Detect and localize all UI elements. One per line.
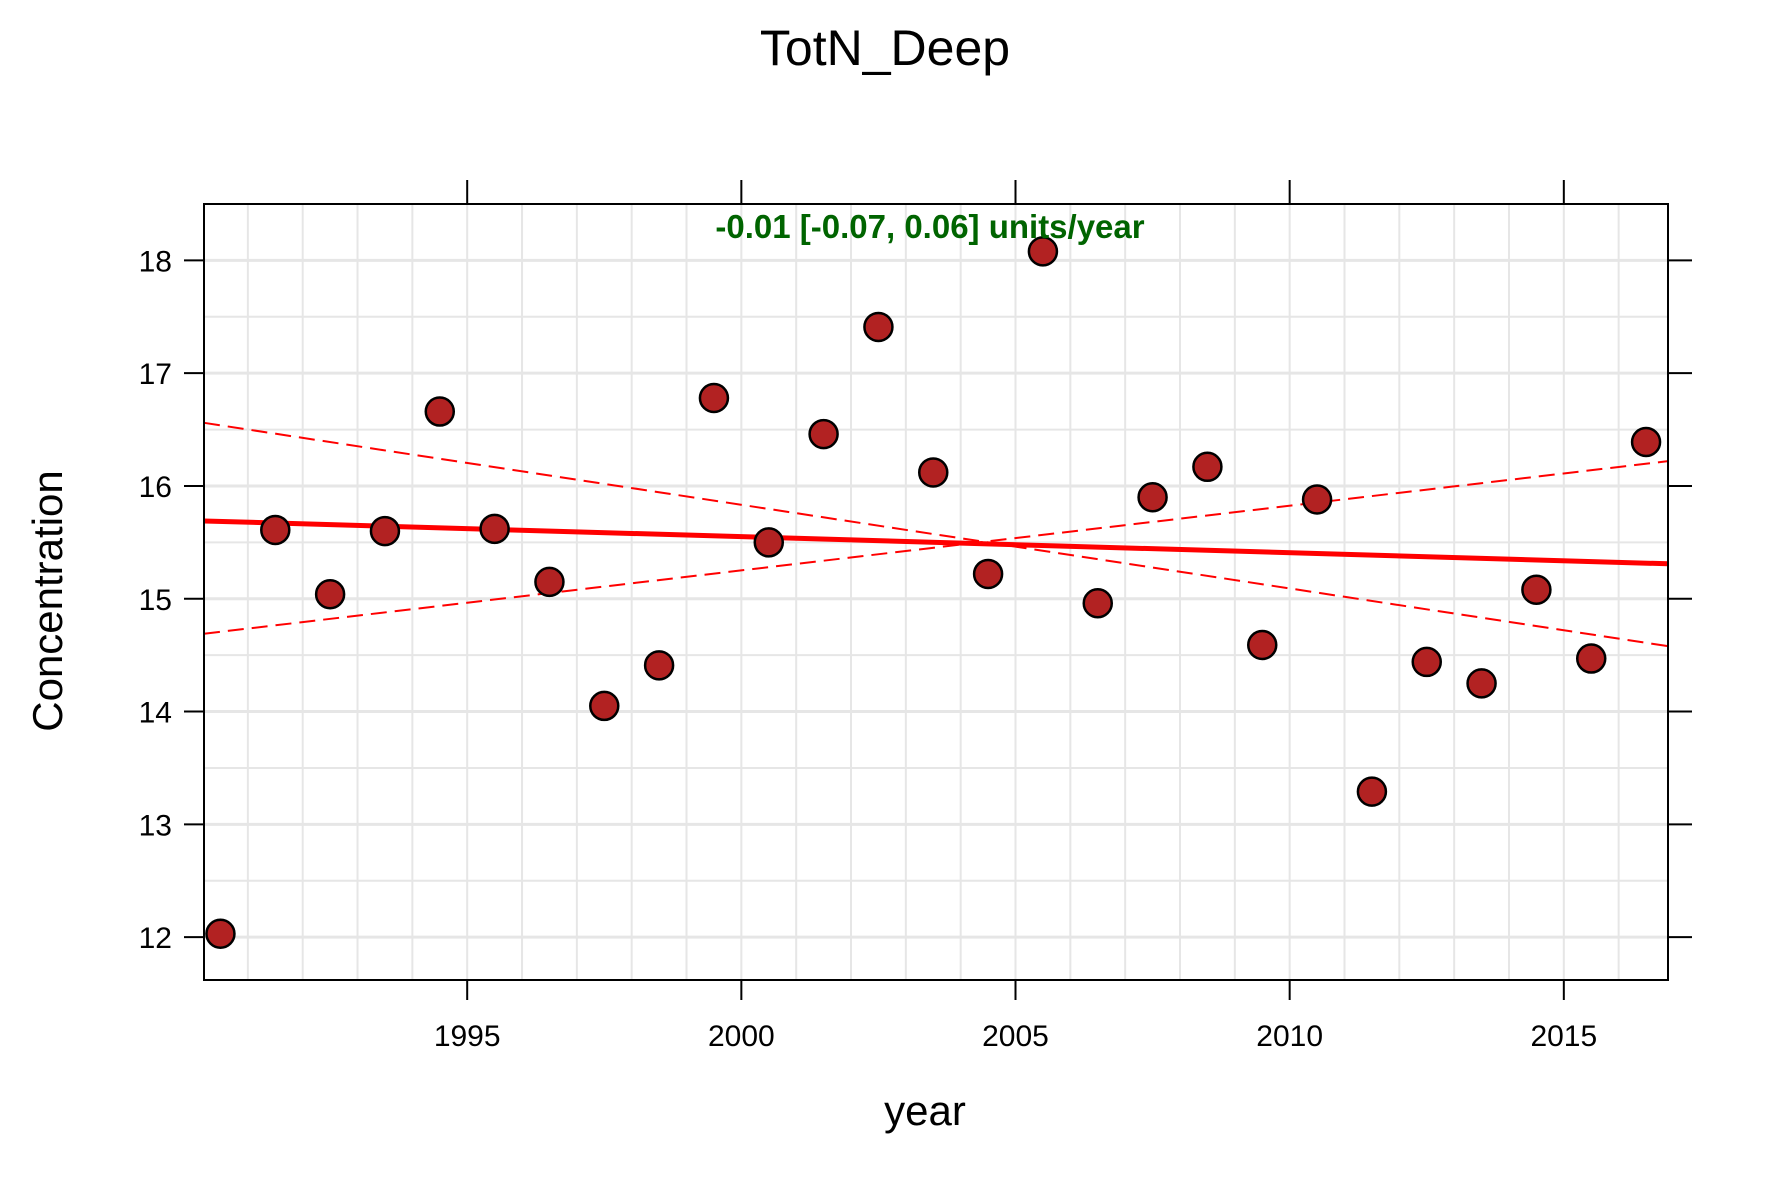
data-point	[753, 527, 785, 558]
data-point	[1630, 426, 1662, 458]
data-point	[424, 396, 456, 427]
grid	[204, 203, 1668, 980]
data-point	[369, 515, 401, 547]
y-tick-label: 13	[139, 809, 172, 842]
trend-line	[203, 518, 1669, 567]
confidence-bound-line	[203, 421, 1669, 648]
data-point	[314, 579, 346, 610]
data-point	[1027, 236, 1059, 267]
y-tick-label: 12	[139, 922, 172, 955]
data-point	[1082, 588, 1114, 619]
axes: 1995 2000 2005 2010 2015 12 13 14 15 16 17 18	[139, 180, 1692, 1053]
y-tick-label: 17	[139, 358, 172, 391]
data-point	[1137, 482, 1168, 513]
data-point	[1411, 646, 1442, 678]
y-tick-label: 18	[139, 245, 172, 278]
data-point	[1246, 629, 1278, 661]
trend-lines	[203, 421, 1669, 648]
data-point	[1356, 776, 1388, 807]
data-point	[1575, 643, 1607, 674]
y-tick-label: 14	[139, 697, 172, 730]
data-point	[918, 457, 949, 488]
confidence-bound-line	[203, 460, 1669, 635]
data-points	[205, 236, 1662, 950]
data-point	[260, 514, 291, 546]
y-tick-label: 15	[139, 584, 172, 617]
data-point	[808, 418, 839, 450]
data-point	[1521, 574, 1552, 605]
chart-title: TotN_Deep	[760, 20, 1010, 76]
x-tick-label: 1995	[434, 1020, 501, 1053]
data-point	[863, 311, 894, 343]
data-point	[698, 382, 730, 414]
y-tick-label: 16	[139, 471, 172, 504]
data-point	[1301, 484, 1333, 515]
x-axis-title: year	[884, 1087, 966, 1134]
plot-frame	[203, 203, 1669, 981]
x-tick-label: 2015	[1530, 1020, 1597, 1053]
data-point	[972, 558, 1004, 590]
y-axis-title: Concentration	[24, 470, 71, 732]
data-point	[205, 918, 236, 950]
x-tick-label: 2010	[1256, 1020, 1323, 1053]
x-tick-label: 2005	[982, 1020, 1049, 1053]
data-point	[589, 690, 620, 722]
data-point	[643, 650, 675, 681]
x-tick-label: 2000	[708, 1020, 775, 1053]
data-point	[1466, 668, 1497, 699]
data-point	[479, 513, 510, 545]
data-point	[1192, 451, 1223, 483]
trend-annotation: -0.01 [-0.07, 0.06] units/year	[715, 208, 1144, 245]
data-point	[534, 566, 565, 598]
